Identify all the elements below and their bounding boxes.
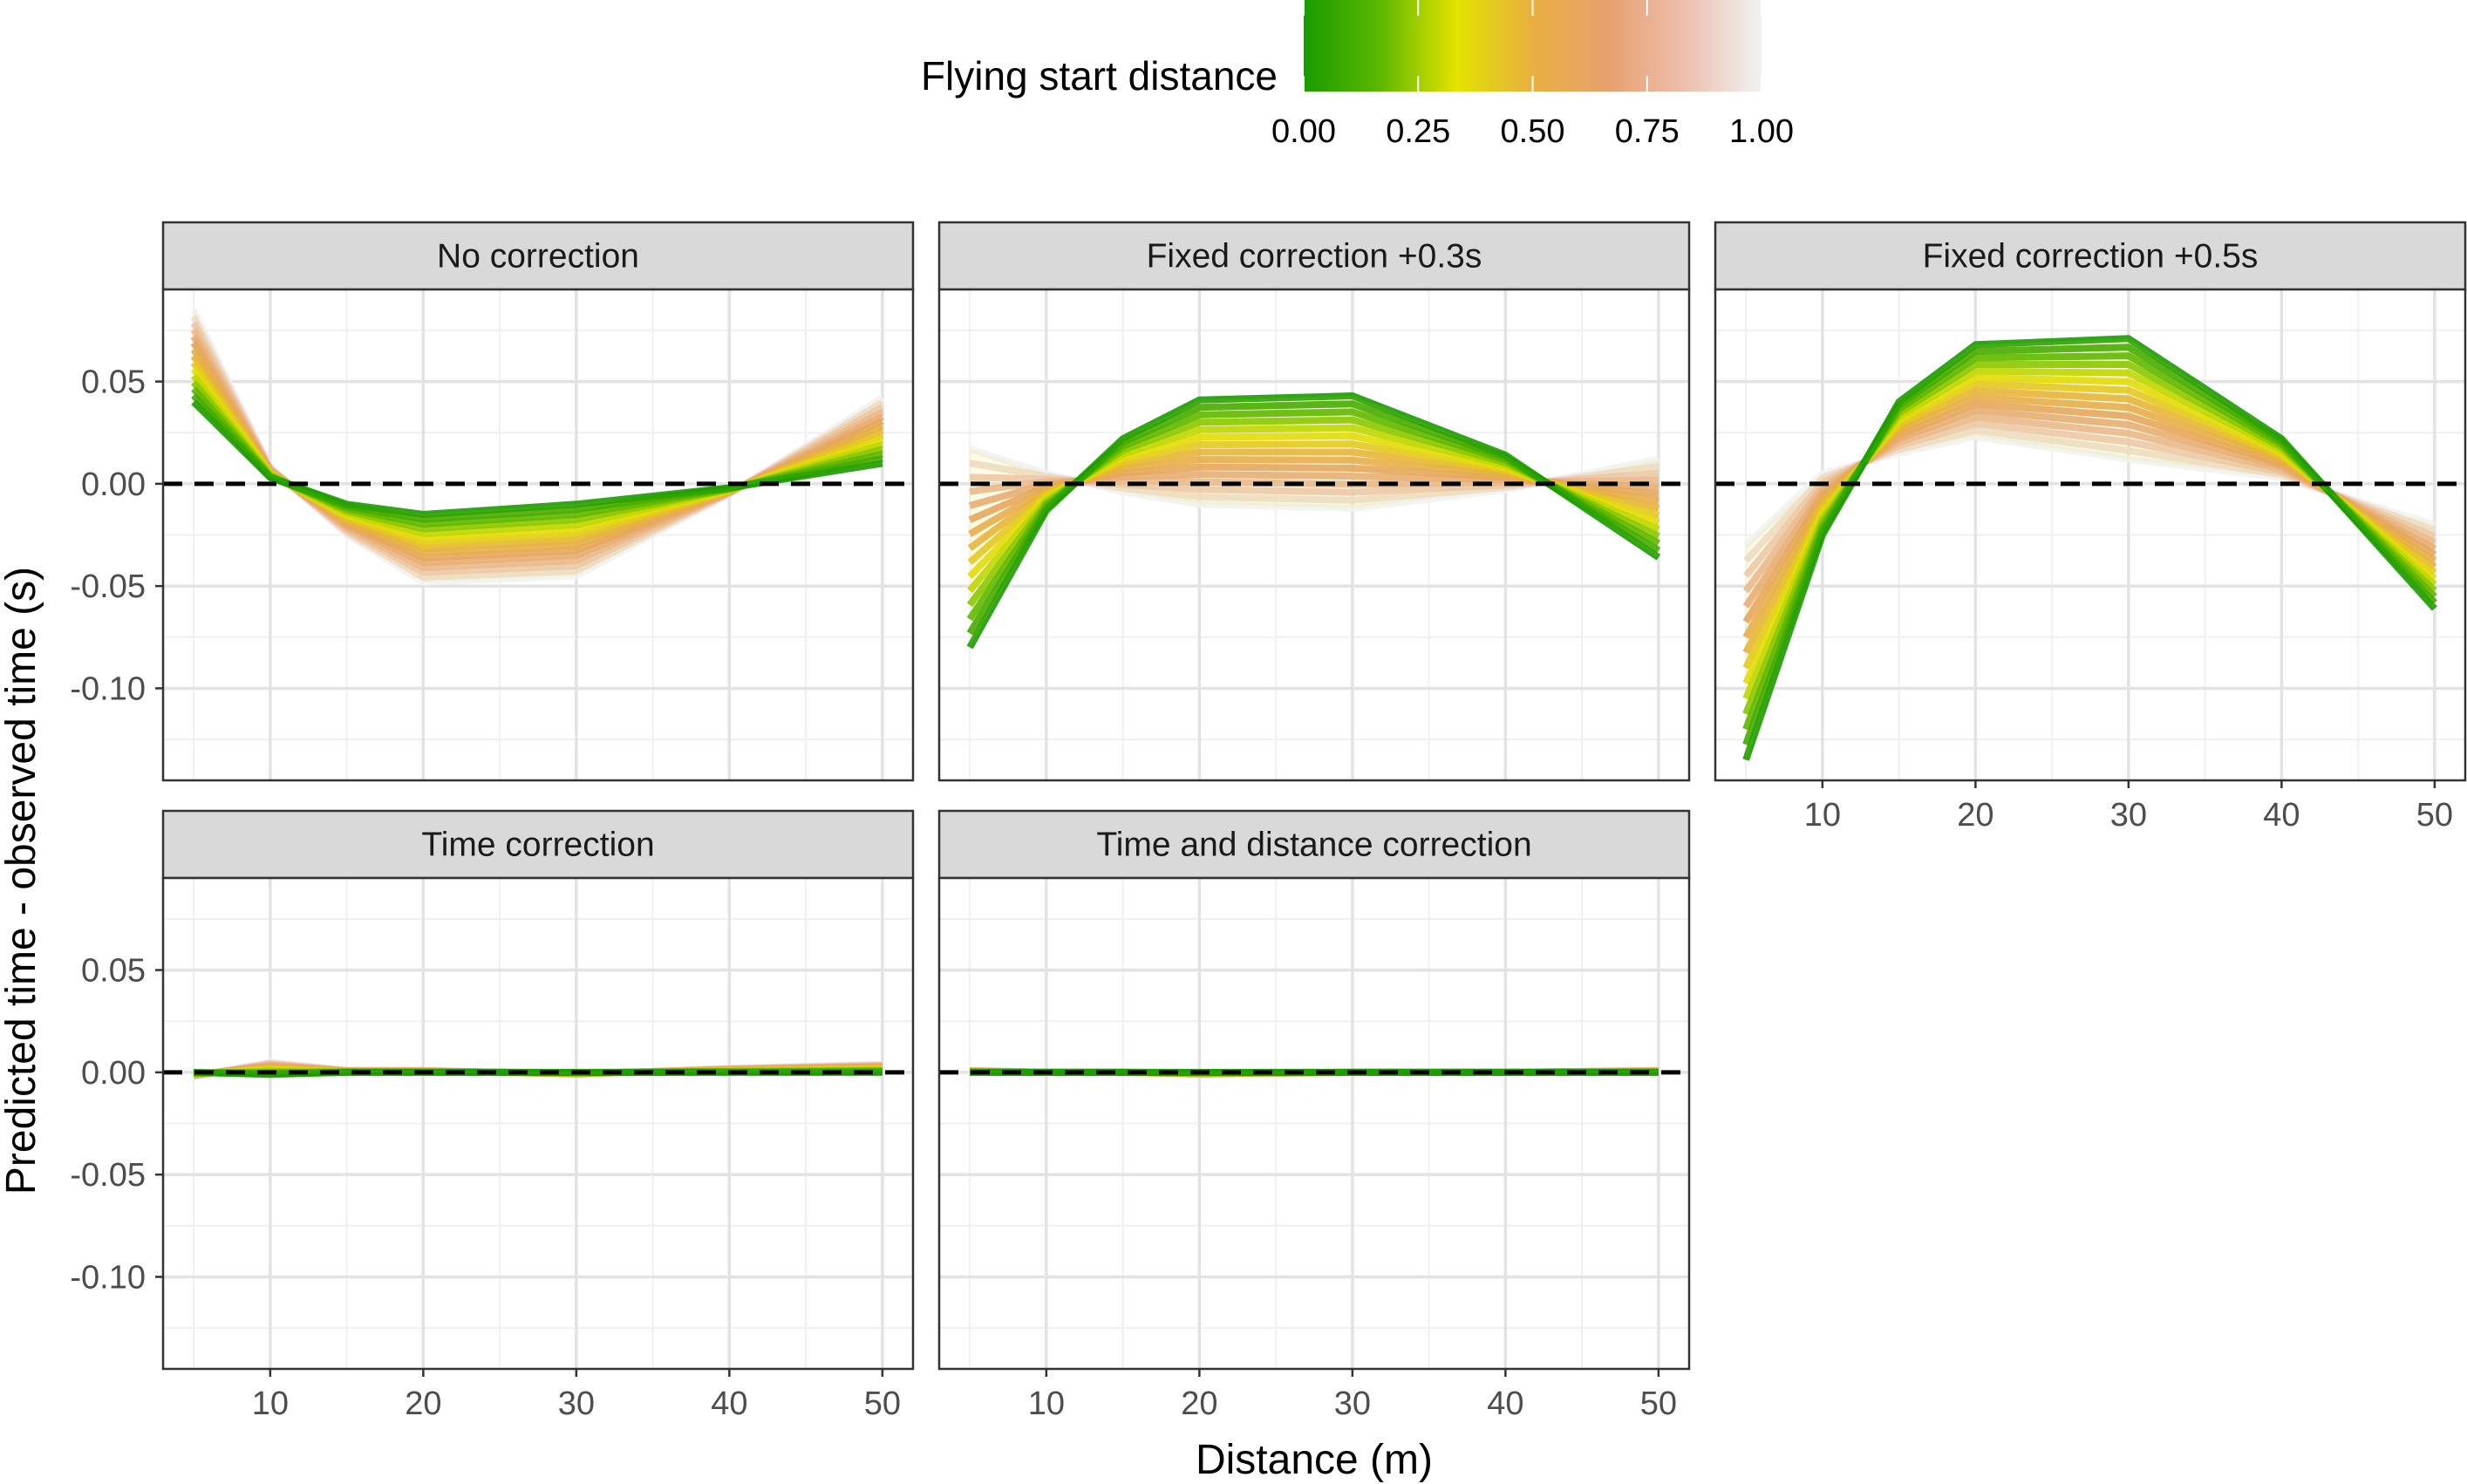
axes: -0.10 -0.05 0.00 0.05 -0.10 -0.05 0.00 0.05 10 20… bbox=[0, 364, 2453, 1483]
legend-tick-label: 0.50 bbox=[1501, 113, 1565, 150]
facet-title: Time and distance correction bbox=[1096, 827, 1531, 864]
x-tick-label: 50 bbox=[2416, 797, 2453, 834]
series-band bbox=[194, 1062, 883, 1077]
legend-tick-label: 0.25 bbox=[1386, 113, 1450, 150]
y-tick-label: 0.05 bbox=[81, 953, 146, 990]
facet-strip bbox=[161, 221, 915, 291]
facet-title: Time correction bbox=[421, 827, 654, 864]
x-tick-label: 10 bbox=[1028, 1385, 1065, 1422]
x-tick-label: 40 bbox=[2263, 797, 2300, 834]
series-line bbox=[966, 392, 1661, 650]
series-band bbox=[1746, 338, 2435, 760]
panel-border bbox=[161, 876, 915, 1371]
y-tick-label: 0.05 bbox=[81, 364, 146, 401]
series-band bbox=[970, 396, 1659, 648]
facet-title: Fixed correction +0.5s bbox=[1923, 238, 2259, 276]
facet-panel: Fixed correction +0.3s bbox=[937, 221, 1691, 782]
x-tick-label: 10 bbox=[1804, 797, 1841, 834]
legend-tick-label: 0.00 bbox=[1271, 113, 1336, 150]
x-tick-label: 50 bbox=[864, 1385, 901, 1422]
y-tick-label: -0.10 bbox=[70, 671, 146, 707]
x-tick-label: 30 bbox=[2110, 797, 2147, 834]
facet-panel: Time and distance correction bbox=[937, 809, 1691, 1371]
x-tick-label: 40 bbox=[1487, 1385, 1523, 1422]
y-tick-label: -0.10 bbox=[70, 1259, 146, 1296]
x-tick-label: 20 bbox=[1957, 797, 1993, 834]
x-tick-label: 10 bbox=[252, 1385, 289, 1422]
series-group bbox=[1742, 335, 2437, 761]
series-line bbox=[1742, 335, 2437, 761]
panel-border bbox=[1714, 288, 2467, 782]
series-group bbox=[190, 308, 885, 586]
legend: Flying start distance 0.00 0.25 0.50 0.75 1.0… bbox=[921, 0, 1794, 150]
y-tick-label: -0.05 bbox=[70, 568, 146, 605]
series-line bbox=[191, 399, 883, 518]
x-tick-label: 40 bbox=[711, 1385, 747, 1422]
y-tick-label: 0.00 bbox=[81, 1055, 146, 1092]
facet-title: No correction bbox=[437, 238, 639, 276]
facet-panel: No correction bbox=[161, 221, 915, 782]
panel-border bbox=[937, 288, 1691, 782]
series-group bbox=[966, 392, 1661, 650]
facet-title: Fixed correction +0.3s bbox=[1147, 238, 1482, 276]
facet-strip bbox=[161, 809, 915, 880]
legend-tick-label: 0.75 bbox=[1615, 113, 1680, 150]
x-tick-label: 30 bbox=[1334, 1385, 1371, 1422]
x-tick-label: 50 bbox=[1640, 1385, 1677, 1422]
x-tick-label: 20 bbox=[405, 1385, 441, 1422]
legend-tick-label: 1.00 bbox=[1729, 113, 1794, 150]
panel-border bbox=[937, 876, 1691, 1371]
x-tick-label: 20 bbox=[1181, 1385, 1217, 1422]
series-band bbox=[194, 310, 883, 582]
x-axis-title: Distance (m) bbox=[1196, 1437, 1433, 1483]
facet-panel: Time correction bbox=[161, 809, 915, 1371]
facet-strip bbox=[1714, 221, 2467, 291]
y-axis-title: Predicted time - observed time (s) bbox=[0, 567, 44, 1195]
y-tick-label: -0.05 bbox=[70, 1157, 146, 1194]
legend-title: Flying start distance bbox=[921, 53, 1278, 99]
x-tick-label: 30 bbox=[558, 1385, 595, 1422]
y-tick-label: 0.00 bbox=[81, 466, 146, 503]
facet-panels: No correction Fixed correction +0.3s Fixed… bbox=[161, 221, 2467, 1371]
facet-panel: Fixed correction +0.5s bbox=[1714, 221, 2467, 782]
panel-border bbox=[161, 288, 915, 782]
